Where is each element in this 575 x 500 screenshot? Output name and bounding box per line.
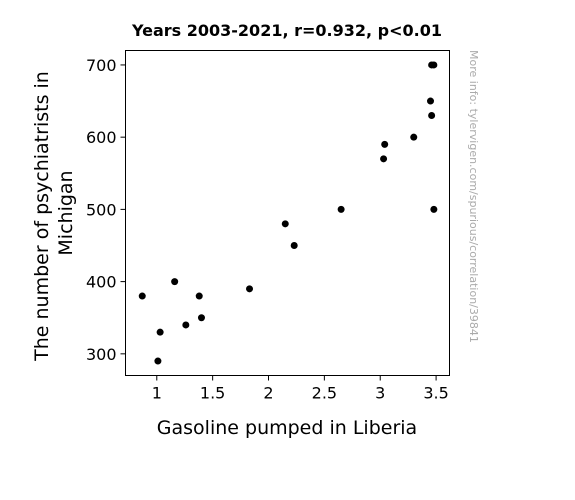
- y-axis-label-line-1: The number of psychiatrists in: [31, 71, 53, 362]
- watermark-text: More info: tylervigen.com/spurious/corre…: [467, 50, 480, 343]
- data-point-16: [428, 112, 436, 119]
- data-point-18: [430, 61, 438, 69]
- data-point-5: [182, 321, 190, 329]
- data-point-12: [380, 155, 388, 163]
- x-tick-label: 1.5: [200, 384, 225, 403]
- x-tick-label: 3: [375, 384, 385, 403]
- data-point-7: [197, 314, 205, 322]
- data-point-14: [410, 133, 418, 141]
- y-axis-label: The number of psychiatrists in Michigan: [31, 65, 77, 362]
- x-axis-ticks: 1 1.5 2 2.5 3 3.5: [152, 375, 449, 403]
- y-tick-label: 600: [86, 128, 117, 147]
- x-tick-label: 3.5: [423, 384, 448, 403]
- x-tick-label: 1: [152, 384, 162, 403]
- y-axis-label-line-2: Michigan: [55, 170, 77, 255]
- x-tick-label: 2.5: [312, 384, 337, 403]
- data-point-1: [138, 292, 146, 300]
- data-point-3: [156, 328, 164, 336]
- data-point-15: [427, 97, 435, 105]
- data-point-10: [290, 242, 298, 249]
- x-tick-label: 2: [263, 384, 273, 403]
- y-tick-label: 300: [86, 345, 117, 364]
- data-point-2: [154, 357, 162, 365]
- y-tick-label: 500: [86, 200, 117, 219]
- y-tick-label: 400: [86, 273, 117, 292]
- y-tick-label: 700: [86, 56, 117, 75]
- chart-title: Years 2003-2021, r=0.932, p<0.01: [131, 21, 442, 40]
- data-point-9: [281, 220, 289, 228]
- plot-frame: [125, 50, 450, 376]
- data-point-11: [337, 205, 345, 213]
- x-axis-label: Gasoline pumped in Liberia: [157, 417, 417, 439]
- data-point-4: [171, 278, 179, 286]
- data-points: [138, 61, 438, 365]
- data-point-6: [195, 292, 203, 300]
- data-point-8: [246, 285, 254, 293]
- y-axis-ticks: 300 400 500 600 700: [86, 56, 126, 364]
- data-point-19: [430, 205, 438, 213]
- data-point-13: [381, 140, 389, 148]
